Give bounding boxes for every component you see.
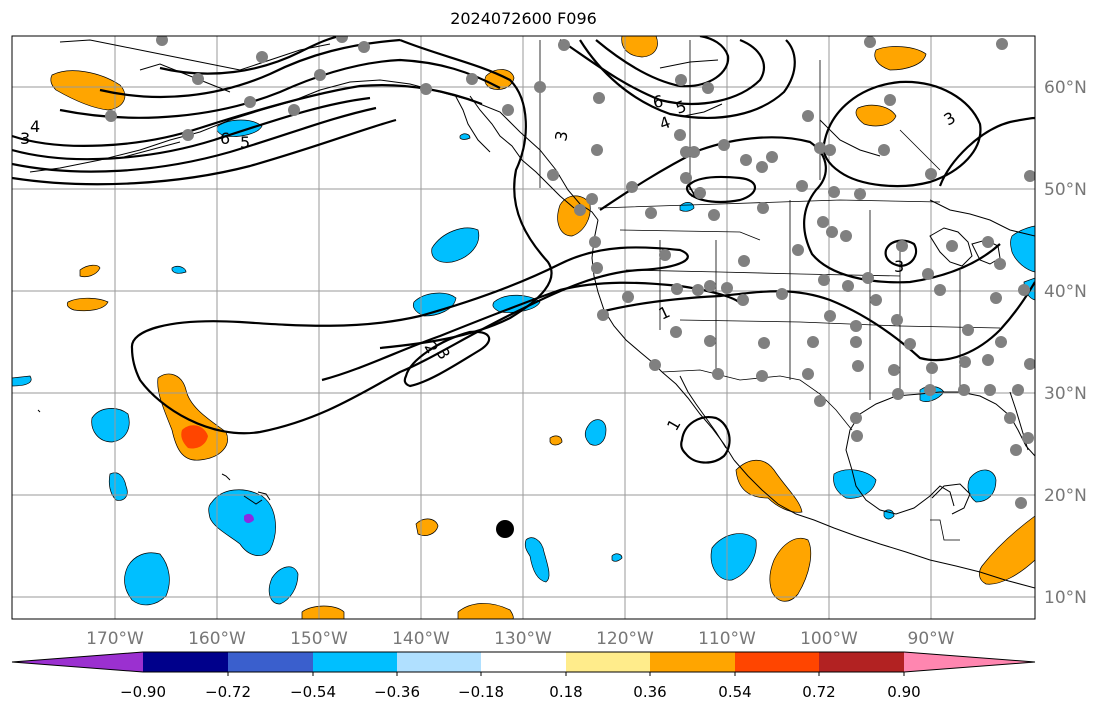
colorbar-tick: 0.36	[633, 683, 666, 701]
colorbar-tick: −0.18	[458, 683, 504, 701]
colorbar-segment	[12, 652, 143, 672]
contour-label: 6	[651, 91, 664, 111]
lon-label: 160°W	[188, 629, 246, 649]
contour-label: 3	[20, 129, 30, 148]
colorbar-segment	[735, 652, 819, 672]
map-frame	[11, 35, 1036, 620]
contour-label: 1	[663, 416, 685, 434]
latitude-labels: 60°N 50°N 40°N 30°N 20°N 10°N	[1044, 78, 1087, 608]
contour-label: 4	[30, 117, 40, 136]
colorbar-tick: −0.36	[374, 683, 420, 701]
lon-label: 140°W	[392, 629, 450, 649]
colorbar-tick: −0.90	[120, 683, 166, 701]
lon-label: 170°W	[86, 629, 144, 649]
colorbar-tick: 0.90	[887, 683, 920, 701]
colorbar-segment	[819, 652, 904, 672]
contour-label: 3	[941, 108, 959, 130]
colorbar-segment	[904, 652, 1035, 672]
lon-label: 120°W	[596, 629, 654, 649]
colorbar-segment	[650, 652, 735, 672]
contour-label: 5	[240, 133, 250, 152]
colorbar-segment	[397, 652, 481, 672]
colorbar-segment	[143, 652, 228, 672]
lat-label: 30°N	[1044, 384, 1087, 404]
colorbar-tick: −0.54	[290, 683, 336, 701]
colorbar-tick: −0.72	[205, 683, 251, 701]
lat-label: 10°N	[1044, 588, 1087, 608]
colorbar-outline	[11, 651, 1036, 673]
lon-label: 90°W	[908, 629, 955, 649]
colorbar-segment	[481, 652, 566, 672]
colorbar-tick: 0.54	[718, 683, 751, 701]
longitude-labels: 170°W 160°W 150°W 140°W 130°W 120°W 110°…	[86, 629, 955, 649]
colorbar-tick: 0.18	[549, 683, 582, 701]
lon-label: 130°W	[494, 629, 552, 649]
colorbar-tick: 0.72	[802, 683, 835, 701]
lat-label: 40°N	[1044, 282, 1087, 302]
lon-label: 110°W	[698, 629, 756, 649]
colorbar-tick-labels: −0.90 −0.72 −0.54 −0.36 −0.18 0.18 0.36 …	[120, 683, 921, 701]
lat-label: 20°N	[1044, 486, 1087, 506]
positive-anomaly-areas	[50, 36, 1035, 619]
negative-anomaly-areas	[12, 119, 1035, 606]
contour-label: 4	[657, 112, 673, 133]
contour-lines	[12, 36, 1035, 464]
colorbar-segment	[228, 652, 313, 672]
colorbar-segment	[313, 652, 397, 672]
contour-label: 1	[656, 302, 673, 324]
colorbar	[11, 651, 1036, 676]
contour-label: 3	[894, 257, 904, 276]
map-title: 2024072600 F096	[450, 9, 597, 28]
lon-label: 150°W	[290, 629, 348, 649]
storm-center-dot	[496, 520, 514, 538]
lat-label: 50°N	[1044, 180, 1087, 200]
lon-label: 100°W	[800, 629, 858, 649]
graticule	[12, 36, 1035, 619]
contour-label: 3	[551, 129, 571, 142]
contour-label: 6	[220, 129, 230, 148]
lat-label: 60°N	[1044, 78, 1087, 98]
observation-points	[105, 36, 1035, 509]
colorbar-segment	[566, 652, 650, 672]
